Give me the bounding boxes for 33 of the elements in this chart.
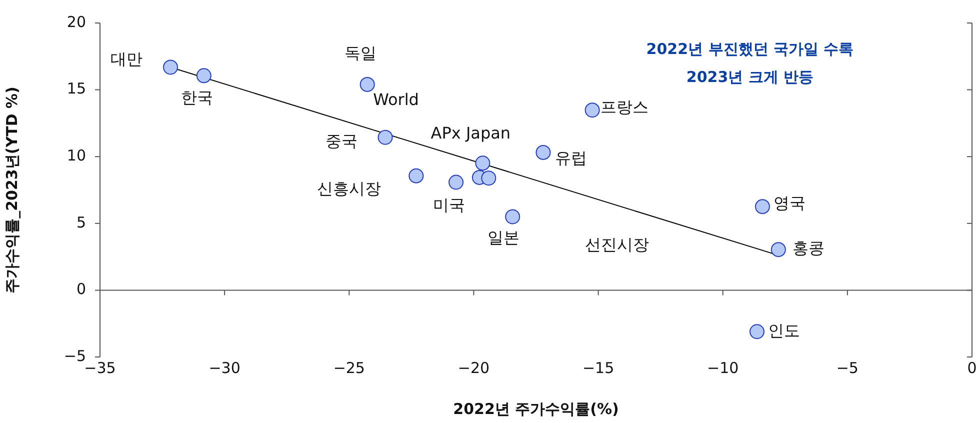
y-tick-label: 20 bbox=[66, 12, 86, 31]
annotation: 2023년 크게 반등 bbox=[686, 68, 814, 86]
annotation: 프랑스 bbox=[600, 97, 648, 116]
x-tick-label: 0 bbox=[967, 358, 977, 377]
annotation: 중국 bbox=[325, 132, 358, 151]
annotation: 영국 bbox=[773, 194, 806, 213]
x-axis-title: 2022년 주가수익률(%) bbox=[453, 400, 619, 418]
x-tick-label: −15 bbox=[582, 358, 614, 377]
y-tick-label: −5 bbox=[64, 346, 86, 365]
x-tick-label: −10 bbox=[707, 358, 739, 377]
annotation: World bbox=[373, 90, 419, 110]
annotation: 인도 bbox=[768, 320, 800, 340]
y-tick-label: 0 bbox=[76, 280, 86, 298]
annotation: 홍콩 bbox=[792, 238, 824, 258]
annotation: 유럽 bbox=[555, 148, 588, 168]
annotation: 신흥시장 bbox=[317, 178, 382, 198]
x-tick-label: −5 bbox=[836, 358, 858, 377]
x-tick-label: −25 bbox=[333, 358, 365, 377]
annotation: 미국 bbox=[433, 195, 466, 214]
y-tick-label: 10 bbox=[66, 146, 86, 164]
annotation: 2022년 부진했던 국가일 수록 bbox=[646, 40, 854, 58]
annotation: 한국 bbox=[180, 88, 213, 107]
y-tick-label: 15 bbox=[66, 80, 86, 98]
y-axis-title: 주가수익률_2023년(YTD %) bbox=[2, 86, 21, 294]
y-tick-label: 5 bbox=[76, 213, 86, 232]
x-tick-label: −30 bbox=[208, 358, 240, 377]
x-tick-label: −35 bbox=[84, 358, 116, 377]
annotation: 독일 bbox=[344, 44, 376, 63]
annotation: 선진시장 bbox=[585, 235, 649, 254]
annotation: 일본 bbox=[488, 228, 520, 247]
x-tick-label: −20 bbox=[458, 358, 490, 377]
annotation: 대만 bbox=[110, 49, 143, 68]
annotation: APx Japan bbox=[430, 123, 511, 142]
